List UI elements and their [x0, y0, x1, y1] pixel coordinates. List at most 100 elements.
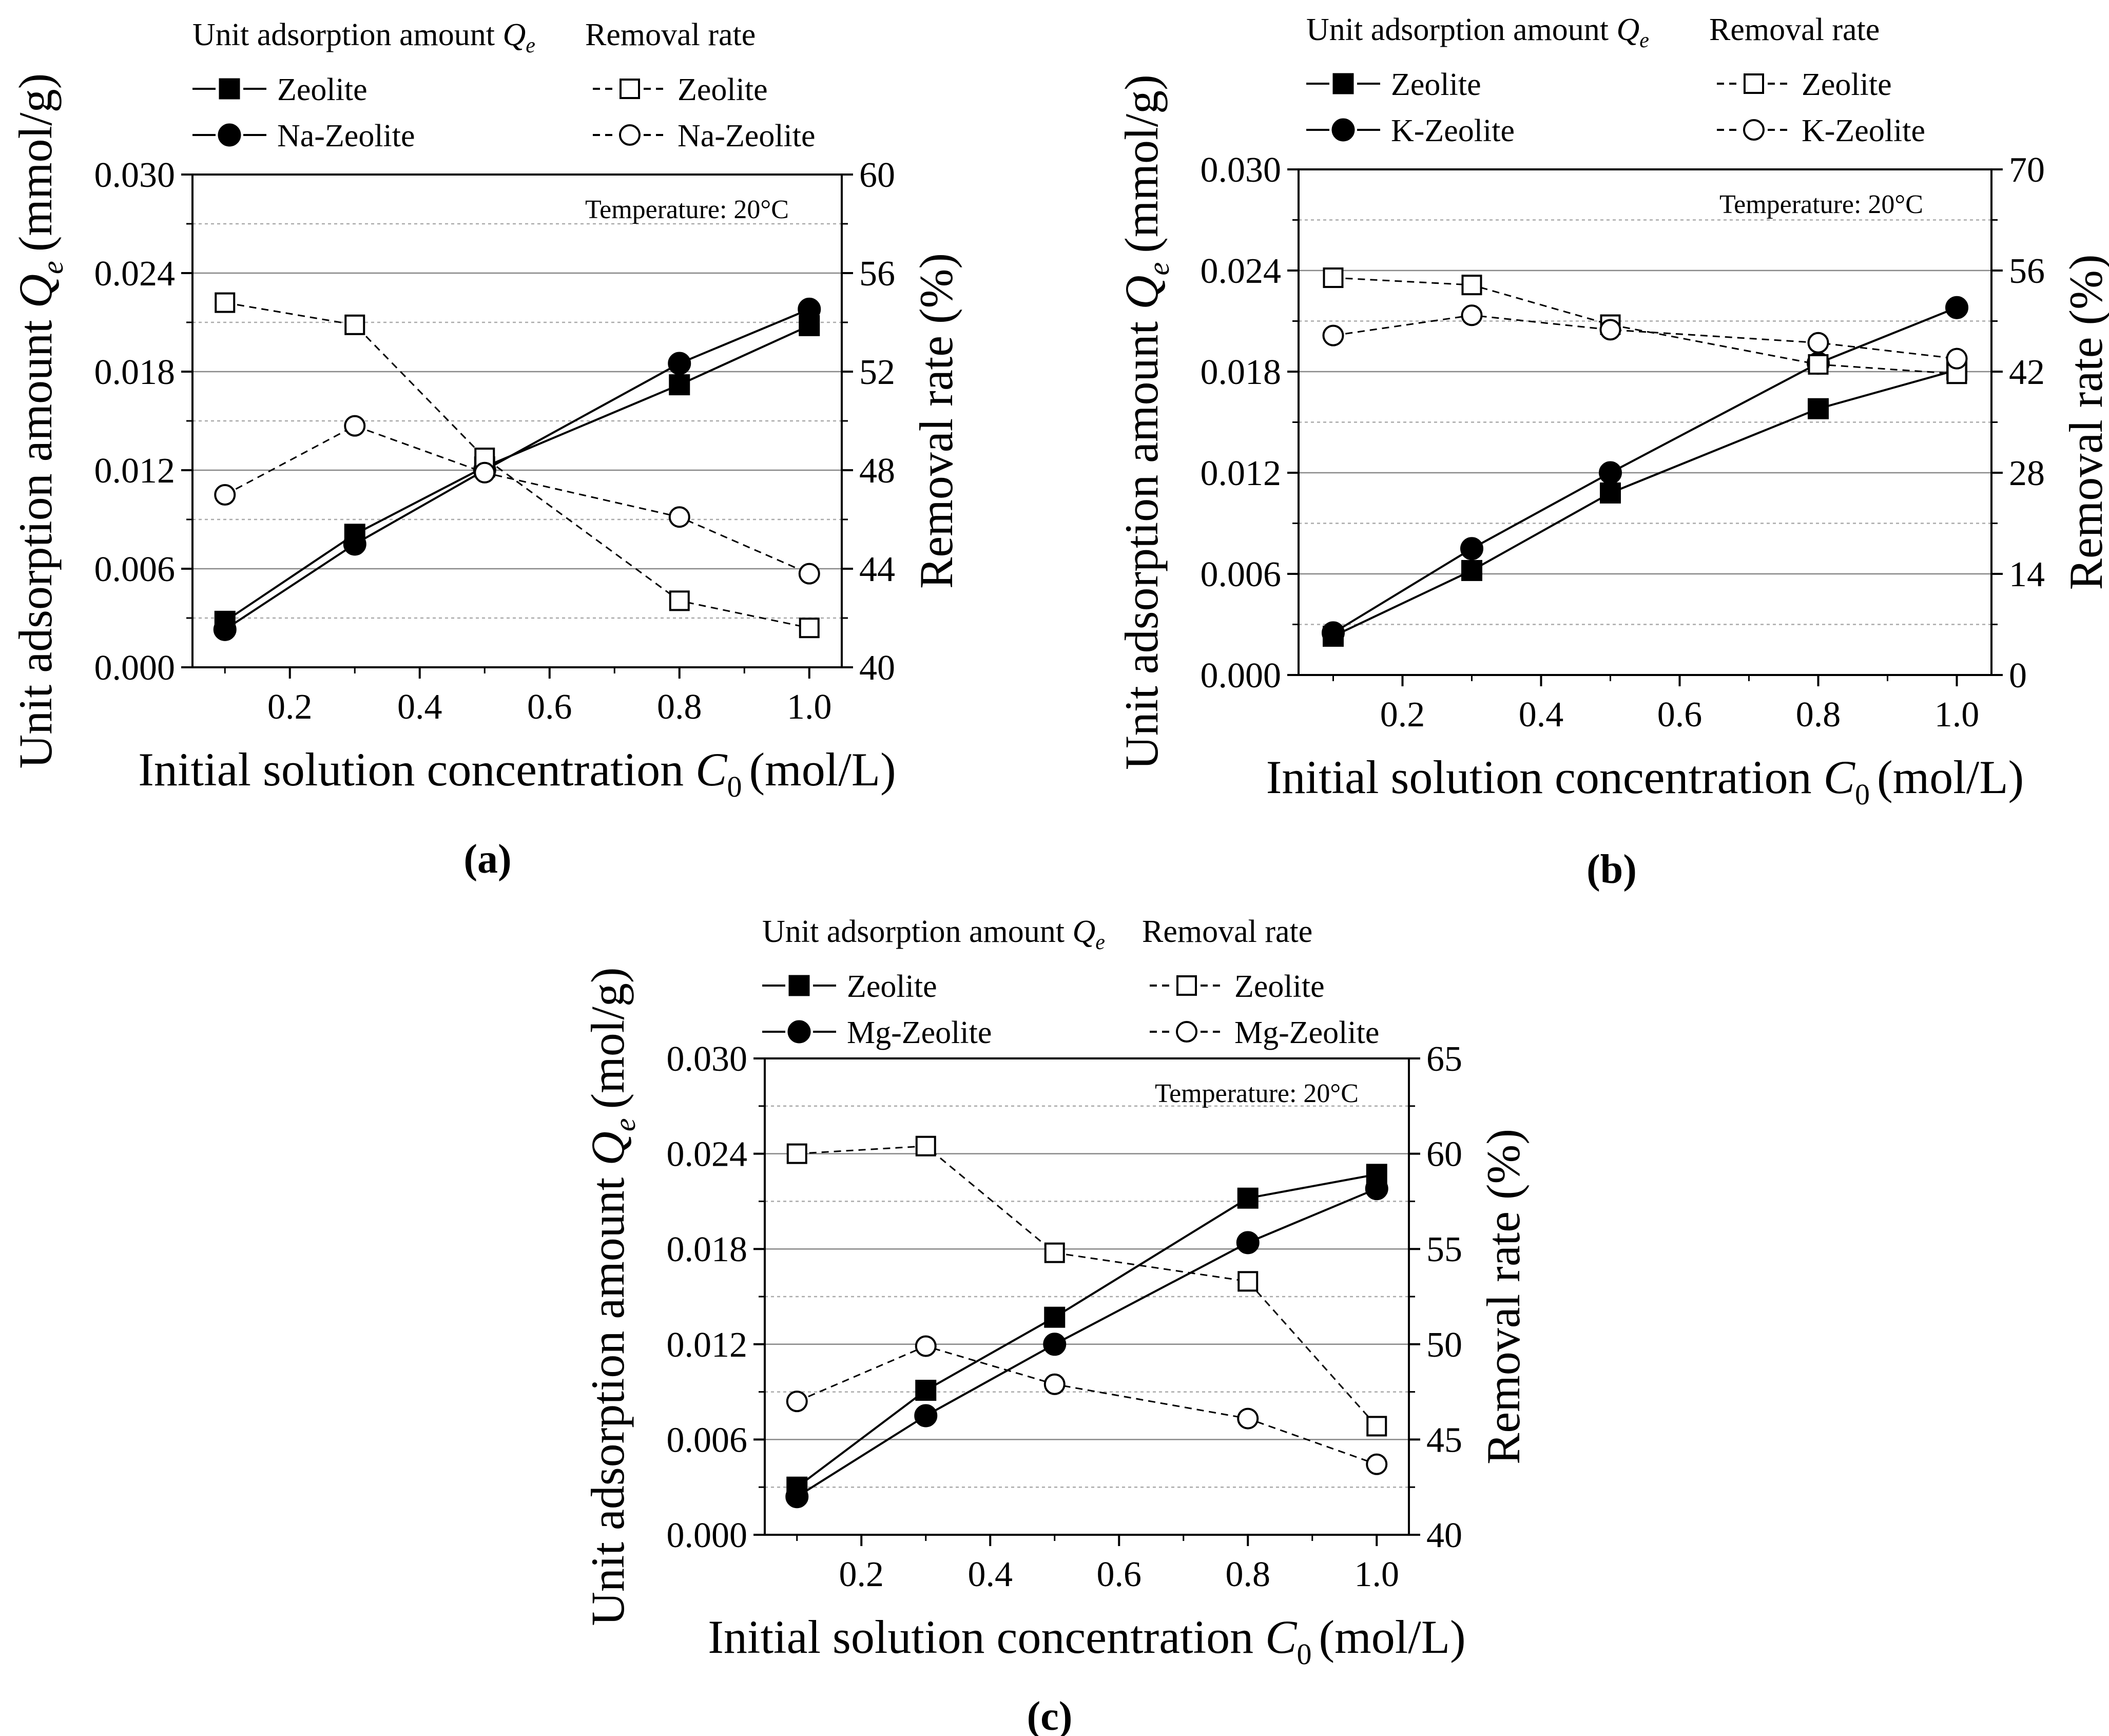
data-point	[1599, 319, 1621, 341]
data-point	[786, 1391, 808, 1413]
data-point	[1237, 1271, 1259, 1292]
legend-marker	[787, 1020, 811, 1044]
y-left-tick-label: 0.024	[94, 254, 176, 294]
data-point	[1366, 1416, 1387, 1437]
y-left-axis-label-main: Unit adsorption amount	[9, 320, 62, 768]
panel-label: (b)	[1586, 847, 1637, 892]
x-axis-label-subscript: 0	[1297, 1637, 1312, 1671]
legend-heading-space	[1065, 914, 1073, 949]
legend-heading-space	[495, 17, 503, 52]
x-tick-label: 0.8	[657, 687, 702, 727]
legend-marker	[1176, 1021, 1197, 1043]
x-tick-label: 0.6	[1097, 1555, 1142, 1594]
legend-heading-removal: Removal rate	[585, 17, 756, 52]
x-axis-label-subscript: 0	[1855, 778, 1870, 811]
legend-entry-label: Zeolite	[847, 969, 937, 1004]
y-right-tick-label: 56	[859, 254, 895, 294]
temperature-annotation: Temperature: 20°C	[585, 195, 789, 224]
legend-entry-label: Zeolite	[1391, 67, 1481, 102]
y-right-tick-label: 50	[1426, 1325, 1462, 1365]
legend-marker	[788, 975, 810, 996]
y-left-axis-label-symbol: Q	[9, 274, 62, 308]
x-tick-label: 1.0	[1934, 695, 1980, 735]
x-tick-label: 0.6	[1657, 695, 1702, 735]
y-right-tick-label: 44	[859, 550, 895, 589]
y-left-tick-label: 0.012	[94, 451, 176, 491]
y-right-axis-label: Removal rate (%)	[1477, 1129, 1530, 1464]
y-right-tick-label: 48	[859, 451, 895, 491]
legend-entry-label: K-Zeolite	[1391, 113, 1515, 148]
data-point	[799, 315, 820, 336]
plot-frame	[191, 173, 843, 668]
y-left-tick-label: 0.006	[94, 550, 176, 589]
legend-entry-label: Mg-Zeolite	[847, 1015, 992, 1050]
legend-entry-label: Zeolite	[277, 72, 367, 107]
data-point	[668, 352, 691, 375]
y-right-tick-label: 14	[2009, 555, 2045, 594]
series-line	[1333, 277, 1957, 375]
x-tick-label: 0.8	[1226, 1555, 1271, 1594]
series-line	[797, 1145, 1378, 1427]
legend: Unit adsorption amount Qe Removal rate Zeo…	[1306, 12, 1925, 148]
y-left-axis-label: Unit adsorption amount Qe (mmol/g)	[9, 73, 69, 769]
x-axis-label-space	[1253, 1611, 1265, 1663]
y-left-axis-label-space	[582, 1166, 634, 1178]
series-adsorption-na-zeolite	[213, 297, 821, 641]
y-right-tick-label: 55	[1426, 1230, 1462, 1269]
data-point	[474, 461, 496, 484]
panel-label: (c)	[1027, 1694, 1073, 1736]
y-left-tick-label: 0.006	[1201, 555, 1282, 594]
x-axis-label: Initial solution concentration C0 (mol/L)	[1266, 751, 2024, 811]
series-removal-na-zeolite	[214, 415, 820, 585]
x-axis-label-subscript: 0	[727, 770, 742, 803]
legend-marker	[1744, 73, 1764, 94]
x-tick-label: 0.8	[1796, 695, 1841, 735]
series-line	[1332, 306, 1958, 634]
x-axis-label-space	[1812, 751, 1824, 803]
x-tick-label: 0.6	[527, 687, 572, 727]
data-point	[1237, 1187, 1259, 1209]
x-tick-label: 1.0	[787, 687, 832, 727]
data-point	[1237, 1407, 1259, 1430]
y-right-axis-label: Removal rate (%)	[910, 253, 962, 589]
series-adsorption-mg-zeolite	[785, 1177, 1388, 1509]
data-point	[798, 297, 821, 321]
legend-heading-adsorption: Unit adsorption amount Qe	[762, 914, 1105, 954]
y-left-axis-label-subscript: e	[1142, 262, 1175, 276]
data-point	[1236, 1231, 1260, 1255]
chart-panel-2: 0.000 0.006 0.012 0.018 0.024 0.030 40 45 50 55 60…	[582, 914, 1530, 1736]
y-left-tick-label: 0.018	[1201, 353, 1282, 392]
x-tick-label: 0.4	[968, 1555, 1013, 1594]
y-right-tick-label: 60	[1426, 1135, 1462, 1174]
series-line	[796, 1187, 1378, 1498]
chart-panel-1: 0.000 0.006 0.012 0.018 0.024 0.030 0 14 28 42 56 7…	[1115, 12, 2109, 892]
legend-marker	[1331, 118, 1355, 142]
legend-heading-symbol: Q	[1072, 914, 1095, 949]
legend-marker	[1332, 73, 1354, 94]
series-line	[224, 425, 810, 574]
x-tick-label: 0.2	[267, 687, 313, 727]
legend: Unit adsorption amount Qe Removal rate Zeo…	[762, 914, 1379, 1050]
series-removal-zeolite	[215, 292, 820, 639]
y-left-axis-label: Unit adsorption amount Qe (mol/g)	[582, 967, 642, 1626]
x-axis-label-unit: (mol/L)	[1319, 1611, 1466, 1663]
y-left-tick-label: 0.030	[94, 156, 176, 195]
y-left-axis-label-unit: (mol/g)	[582, 967, 634, 1109]
data-point	[1808, 354, 1829, 375]
gridlines	[1299, 219, 1991, 625]
temperature-annotation: Temperature: 20°C	[1155, 1079, 1359, 1108]
y-left-axis-label-symbol: Q	[1115, 275, 1168, 309]
y-left-axis-label-subscript: e	[608, 1118, 642, 1131]
series-removal-k-zeolite	[1322, 304, 1968, 370]
data-point	[1043, 1333, 1067, 1356]
legend-heading-symbol: Q	[1616, 12, 1639, 47]
data-point	[799, 618, 820, 639]
data-point	[1044, 1306, 1066, 1328]
legend-entry-label: Na-Zeolite	[277, 119, 415, 153]
data-point	[1600, 482, 1621, 504]
y-left-tick-label: 0.018	[94, 353, 176, 392]
legend-entry-label: Na-Zeolite	[678, 119, 816, 153]
y-left-axis-label-unit: (mmol/g)	[1115, 74, 1168, 253]
y-right-tick-label: 70	[2009, 150, 2045, 190]
